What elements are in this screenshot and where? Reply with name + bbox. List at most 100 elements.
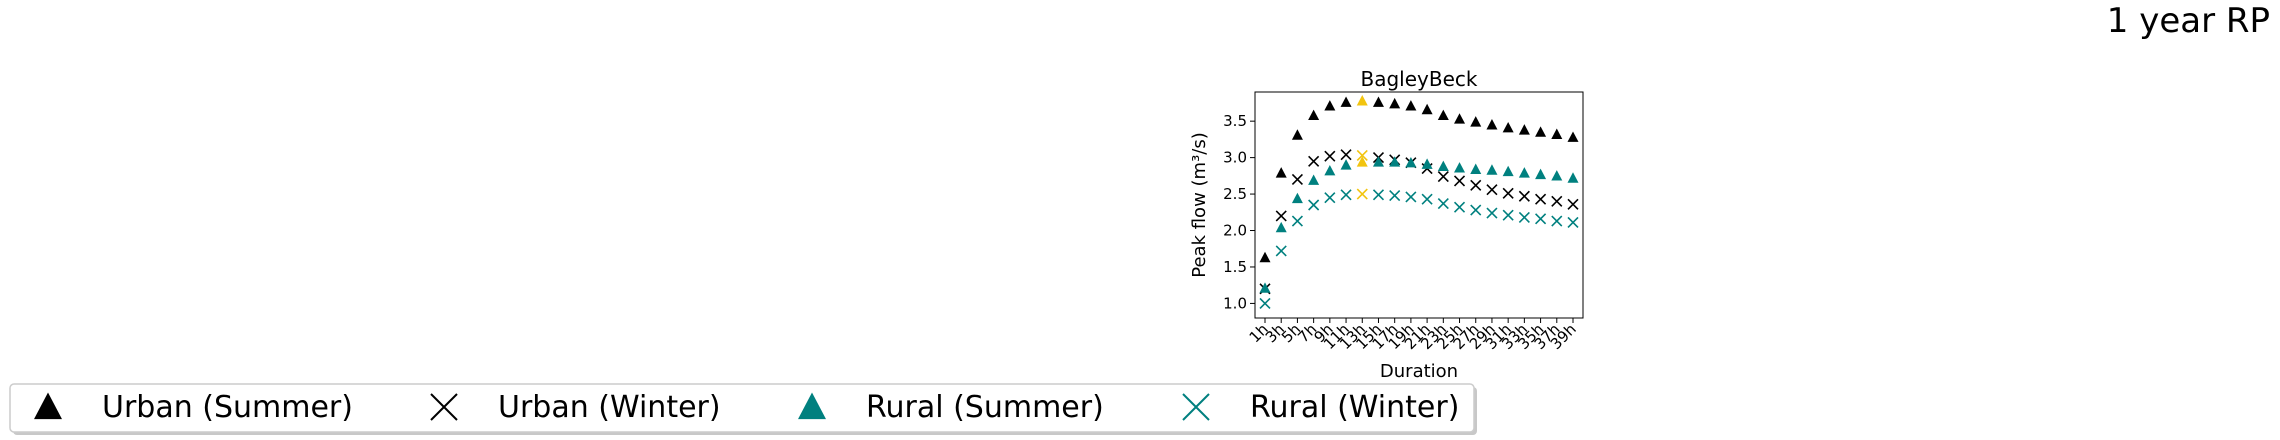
data-point-x xyxy=(1567,198,1579,210)
legend-item: Urban (Summer) xyxy=(34,390,353,425)
legend-label: Urban (Winter) xyxy=(498,390,721,425)
data-point-triangle xyxy=(1454,113,1466,124)
data-point-triangle xyxy=(1324,164,1336,176)
series-rural-winter xyxy=(1259,188,1579,309)
series-urban-winter xyxy=(1259,149,1579,295)
data-point-x xyxy=(1389,189,1401,202)
data-point-x xyxy=(1470,204,1482,216)
y-axis-ticks: 1.0 1.5 2.0 2.5 3.0 3.5 xyxy=(1223,112,1255,312)
x-axis-ticks: 1h3h5h7h9h11h13h15h17h19h21h23h25h27h29h… xyxy=(1246,318,1580,353)
data-point-x xyxy=(1502,209,1514,221)
data-point-x xyxy=(1437,197,1449,210)
data-point-triangle xyxy=(1518,167,1530,178)
data-point-x xyxy=(1502,187,1514,199)
data-point-x xyxy=(1421,193,1433,205)
data-point-x xyxy=(1535,213,1547,225)
data-point-x xyxy=(1356,188,1368,200)
data-point-x xyxy=(1275,210,1287,222)
data-point-x xyxy=(1275,245,1287,257)
legend-label: Rural (Winter) xyxy=(1250,390,1459,425)
legend-item: Rural (Winter) xyxy=(1182,390,1459,425)
data-point-triangle xyxy=(1518,124,1530,135)
data-point-triangle xyxy=(1259,251,1271,263)
data-point-x xyxy=(1567,216,1579,229)
data-point-x xyxy=(1324,192,1336,204)
data-point-triangle xyxy=(1421,158,1433,169)
data-point-x xyxy=(1308,155,1320,167)
data-point-triangle xyxy=(1551,128,1563,139)
data-point-triangle xyxy=(1308,174,1320,185)
data-point-triangle xyxy=(1259,282,1271,293)
data-point-x xyxy=(1535,193,1547,205)
x-axis-label: Duration xyxy=(1380,361,1458,382)
data-point-triangle xyxy=(1372,156,1384,167)
data-point-x xyxy=(1551,215,1563,227)
data-point-triangle xyxy=(1405,156,1417,168)
data-point-x xyxy=(1372,189,1385,201)
data-markers xyxy=(1259,94,1579,309)
data-point-triangle xyxy=(1470,163,1482,174)
plot-axes: BagleyBeck Duration Peak flow (m³/s) 1.0… xyxy=(1189,67,1584,382)
data-point-triangle xyxy=(1356,94,1368,106)
plot-title: BagleyBeck xyxy=(1361,67,1478,91)
legend-marker-triangle xyxy=(34,392,62,420)
data-point-triangle xyxy=(1551,170,1563,181)
data-point-triangle xyxy=(1356,156,1368,167)
data-point-triangle xyxy=(1470,116,1482,127)
data-point-triangle xyxy=(1275,221,1287,233)
data-point-x xyxy=(1453,201,1466,213)
data-point-triangle xyxy=(1454,162,1466,173)
data-point-triangle xyxy=(1535,126,1547,137)
data-point-x xyxy=(1437,171,1449,183)
data-point-triangle xyxy=(1486,119,1498,130)
legend-label: Urban (Summer) xyxy=(102,390,353,425)
data-point-triangle xyxy=(1486,164,1498,175)
data-point-triangle xyxy=(1308,109,1320,121)
data-point-triangle xyxy=(1567,172,1579,183)
data-point-x xyxy=(1324,150,1336,162)
data-point-triangle xyxy=(1535,168,1547,180)
data-point-x xyxy=(1340,189,1352,201)
y-tick-label: 1.5 xyxy=(1223,258,1247,276)
data-point-triangle xyxy=(1502,121,1514,133)
data-point-x xyxy=(1486,207,1498,219)
figure-suptitle: 1 year RP xyxy=(2107,1,2270,41)
data-point-triangle xyxy=(1437,109,1449,121)
data-point-triangle xyxy=(1372,96,1384,107)
y-axis-label: Peak flow (m³/s) xyxy=(1189,132,1210,278)
data-point-triangle xyxy=(1340,96,1352,107)
legend-marker-x xyxy=(1182,393,1210,421)
legend-marker-triangle xyxy=(798,392,826,420)
data-point-triangle xyxy=(1340,159,1352,170)
plot-frame xyxy=(1254,91,1584,319)
legend-label: Rural (Summer) xyxy=(866,390,1104,425)
y-tick-label: 2.5 xyxy=(1223,185,1247,203)
data-point-x xyxy=(1308,199,1320,211)
y-tick-label: 3.5 xyxy=(1223,112,1247,130)
data-point-x xyxy=(1340,149,1352,161)
data-point-triangle xyxy=(1324,100,1336,111)
data-point-triangle xyxy=(1291,192,1303,204)
legend-item: Urban (Winter) xyxy=(430,390,721,425)
data-point-x xyxy=(1518,190,1530,202)
legend: Urban (Summer) Urban (Winter) Rural (Summe… xyxy=(9,383,1477,435)
legend-box xyxy=(9,383,1475,433)
data-point-x xyxy=(1486,184,1498,196)
data-point-triangle xyxy=(1275,167,1287,178)
legend-marker-x xyxy=(430,393,458,421)
legend-item: Rural (Summer) xyxy=(798,390,1104,425)
data-point-x xyxy=(1453,175,1466,187)
data-point-x xyxy=(1551,195,1563,207)
data-point-triangle xyxy=(1405,100,1417,111)
y-tick-label: 2.0 xyxy=(1223,222,1247,240)
y-tick-label: 1.0 xyxy=(1223,294,1247,312)
data-point-triangle xyxy=(1421,103,1433,115)
data-point-x xyxy=(1291,215,1303,227)
data-point-x xyxy=(1518,211,1530,223)
data-point-triangle xyxy=(1502,165,1514,177)
data-point-triangle xyxy=(1389,156,1401,167)
data-point-triangle xyxy=(1389,97,1401,109)
y-tick-label: 3.0 xyxy=(1223,149,1247,167)
series-rural-summer xyxy=(1259,156,1579,293)
